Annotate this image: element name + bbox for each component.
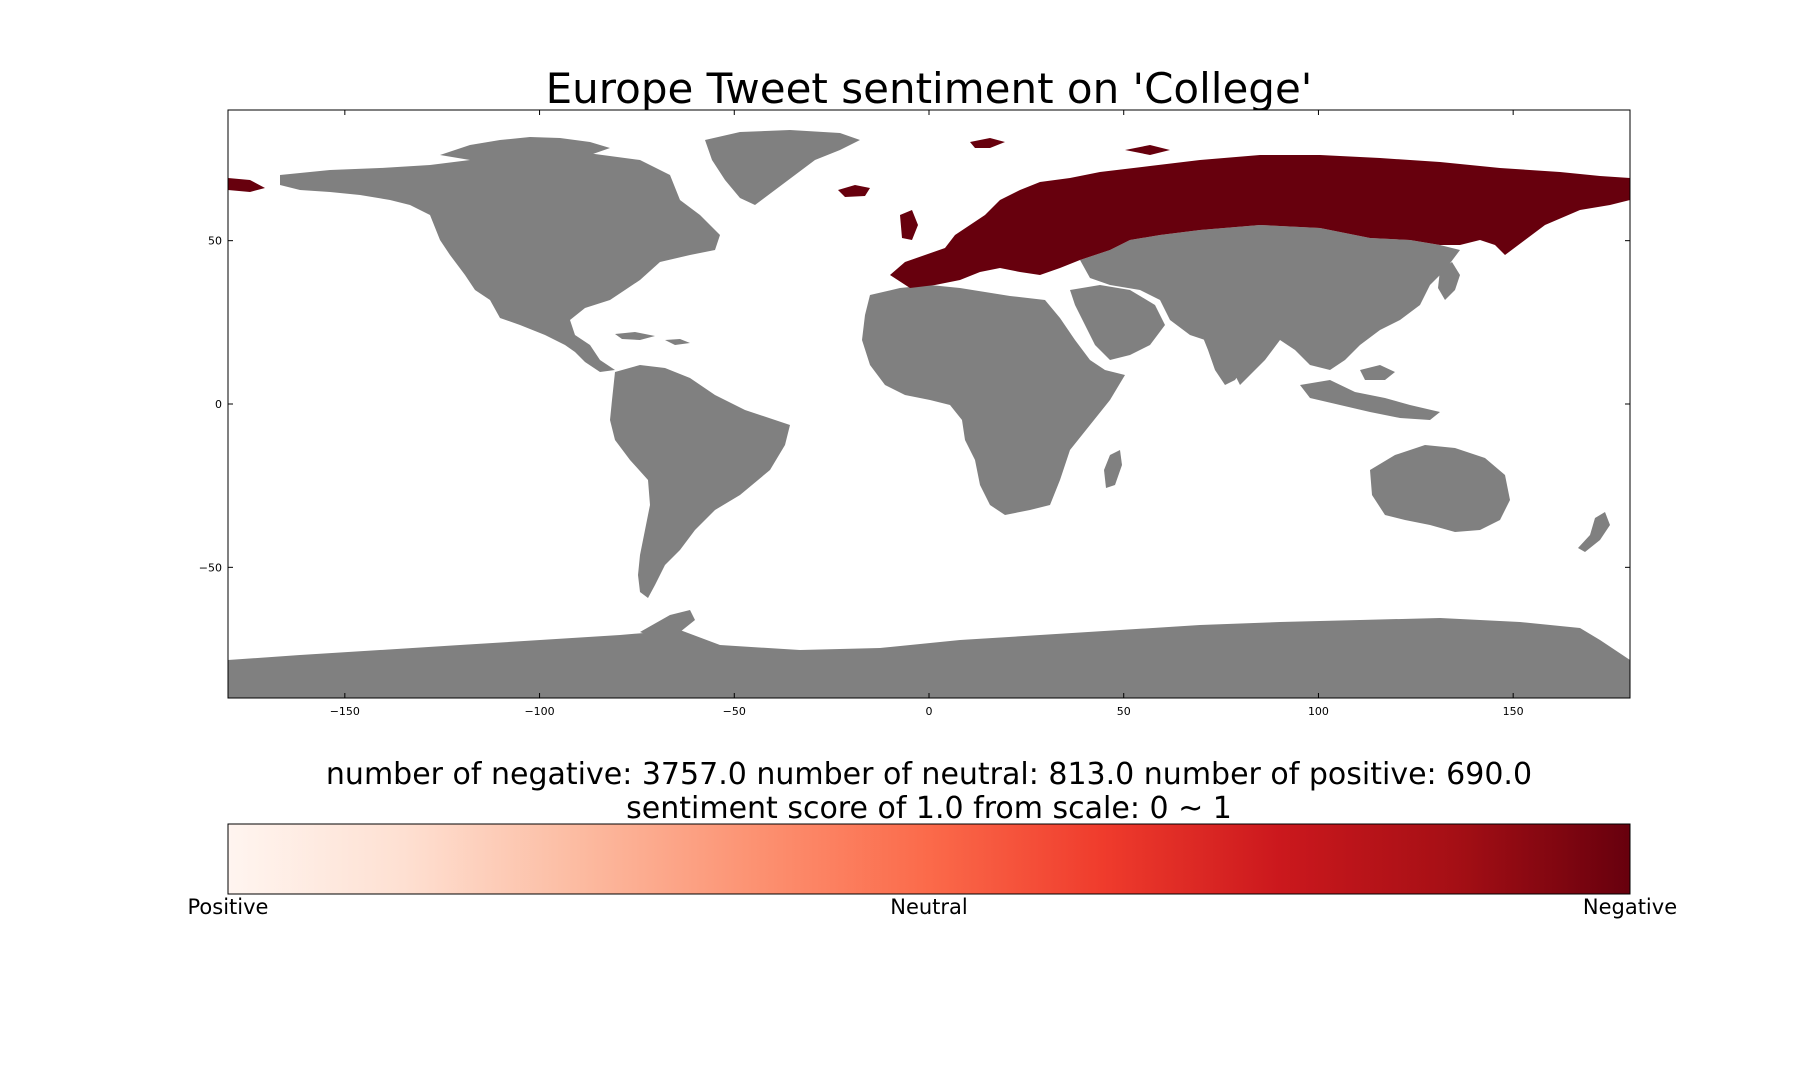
madagascar	[1104, 450, 1122, 488]
x-tick-label: 0	[926, 705, 933, 718]
antarctica	[228, 618, 1630, 698]
y-tick-label: 50	[208, 235, 222, 248]
x-tick-label: 150	[1503, 705, 1524, 718]
australia	[1370, 445, 1510, 532]
caribbean-islands	[615, 332, 690, 345]
north-america-landmass	[280, 152, 720, 372]
x-axis-ticks: −150 −100 −50 0 50 100 150	[330, 110, 1524, 718]
x-tick-label: −150	[330, 705, 360, 718]
y-axis-ticks: 50 0 −50	[199, 235, 1630, 574]
colorbar-label-negative: Negative	[1583, 895, 1677, 919]
colorbar-frame	[227, 823, 1631, 895]
x-tick-label: 100	[1308, 705, 1329, 718]
greenland	[705, 130, 860, 205]
y-tick-label: −50	[199, 561, 222, 574]
colorbar: Positive Neutral Negative	[188, 823, 1677, 919]
europe-highlighted-region	[890, 155, 1630, 288]
y-tick-label: 0	[215, 398, 222, 411]
map-title: Europe Tweet sentiment on 'College'	[546, 64, 1313, 113]
x-tick-label: −50	[723, 705, 746, 718]
x-tick-label: 50	[1117, 705, 1131, 718]
colorbar-gradient	[228, 824, 1630, 894]
map-axes: −150 −100 −50 0 50 100 150 50 0 −50	[199, 109, 1631, 718]
southeast-asia-islands	[1300, 365, 1440, 420]
arctic-archipelago	[440, 137, 610, 160]
indian-subcontinent	[1200, 330, 1245, 385]
sentiment-counts-text: number of negative: 3757.0 number of neu…	[326, 757, 1532, 792]
british-isles	[900, 210, 918, 240]
arabian-peninsula	[1070, 285, 1165, 360]
far-east-russia-wrap	[228, 178, 265, 192]
japan	[1438, 262, 1460, 300]
africa	[862, 285, 1125, 515]
colorbar-label-positive: Positive	[188, 895, 269, 919]
sentiment-score-text: sentiment score of 1.0 from scale: 0 ~ 1	[626, 791, 1232, 826]
landmasses	[228, 130, 1630, 698]
svalbard	[970, 138, 1170, 155]
antarctic-peninsula	[640, 610, 695, 640]
x-tick-label: −100	[524, 705, 554, 718]
new-zealand	[1578, 512, 1610, 552]
south-america	[610, 365, 790, 598]
asia	[1080, 225, 1460, 385]
colorbar-label-neutral: Neutral	[890, 895, 968, 919]
iceland	[838, 185, 870, 197]
